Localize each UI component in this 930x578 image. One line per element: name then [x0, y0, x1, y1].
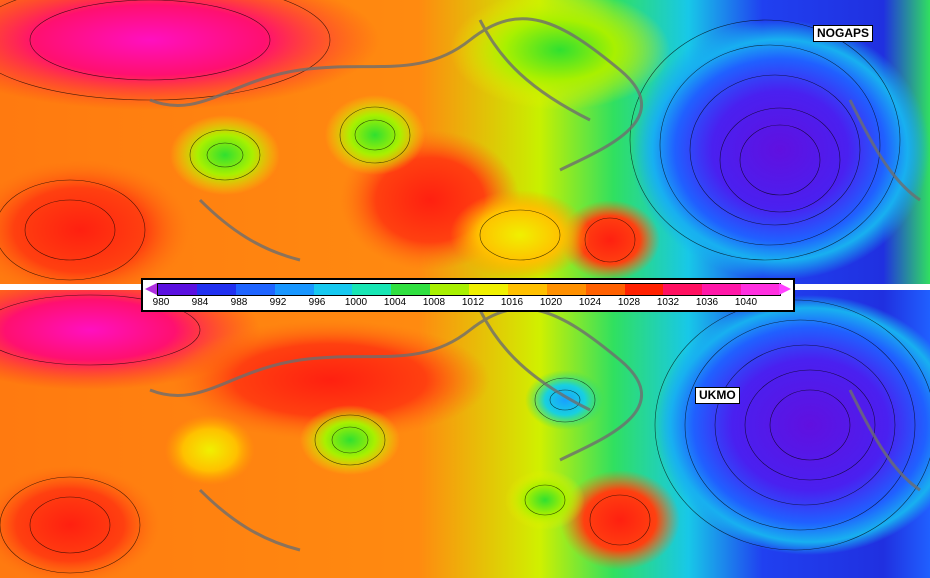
- colorbar-swatch: [235, 284, 275, 295]
- colorbar-swatch: [702, 284, 742, 295]
- colorbar-tick-label: 1008: [422, 297, 446, 308]
- pressure-colorbar: 980 984 988 992 996 1000 1004 1008 1012 1016 1020 1…: [141, 278, 795, 312]
- colorbar-swatch: [158, 284, 197, 295]
- colorbar-swatches: [157, 283, 781, 296]
- colorbar-tick-label: 1004: [383, 297, 407, 308]
- colorbar-tick-label: 980: [152, 297, 170, 308]
- colorbar-min-arrow: [145, 283, 157, 295]
- colorbar-swatch: [624, 284, 664, 295]
- colorbar-swatch: [196, 284, 236, 295]
- colorbar-tick-label: 988: [230, 297, 248, 308]
- colorbar-swatch: [741, 284, 780, 295]
- colorbar-swatch: [391, 284, 431, 295]
- colorbar-swatch: [546, 284, 586, 295]
- colorbar-swatch: [469, 284, 508, 295]
- nogaps-pressure-map: [0, 0, 930, 284]
- colorbar-tick-label: 1024: [578, 297, 602, 308]
- colorbar-swatch: [507, 284, 547, 295]
- colorbar-tick-label: 1012: [461, 297, 485, 308]
- colorbar-swatch: [430, 284, 469, 295]
- colorbar-swatch: [313, 284, 353, 295]
- colorbar-tick-label: 992: [269, 297, 287, 308]
- colorbar-tick-label: 984: [191, 297, 209, 308]
- colorbar-tick-label: 1032: [656, 297, 680, 308]
- colorbar-tick-label: 1020: [539, 297, 563, 308]
- ukmo-pressure-map: [0, 290, 930, 578]
- nogaps-map-graphic: [0, 0, 930, 284]
- colorbar-swatch: [352, 284, 392, 295]
- colorbar-tick-labels: 980 984 988 992 996 1000 1004 1008 1012 1016 1020 1…: [143, 297, 793, 311]
- colorbar-tick-label: 1016: [500, 297, 524, 308]
- colorbar-swatch: [663, 284, 703, 295]
- nogaps-model-label: NOGAPS: [813, 25, 874, 42]
- colorbar-tick-label: 1000: [344, 297, 368, 308]
- colorbar-tick-label: 1028: [617, 297, 641, 308]
- colorbar-swatch: [274, 284, 314, 295]
- colorbar-swatch: [585, 284, 625, 295]
- ukmo-map-graphic: [0, 290, 930, 578]
- ukmo-model-label: UKMO: [695, 387, 740, 404]
- colorbar-tick-label: 1036: [695, 297, 719, 308]
- colorbar-tick-label: 1040: [734, 297, 758, 308]
- colorbar-max-arrow: [779, 283, 791, 295]
- colorbar-tick-label: 996: [308, 297, 326, 308]
